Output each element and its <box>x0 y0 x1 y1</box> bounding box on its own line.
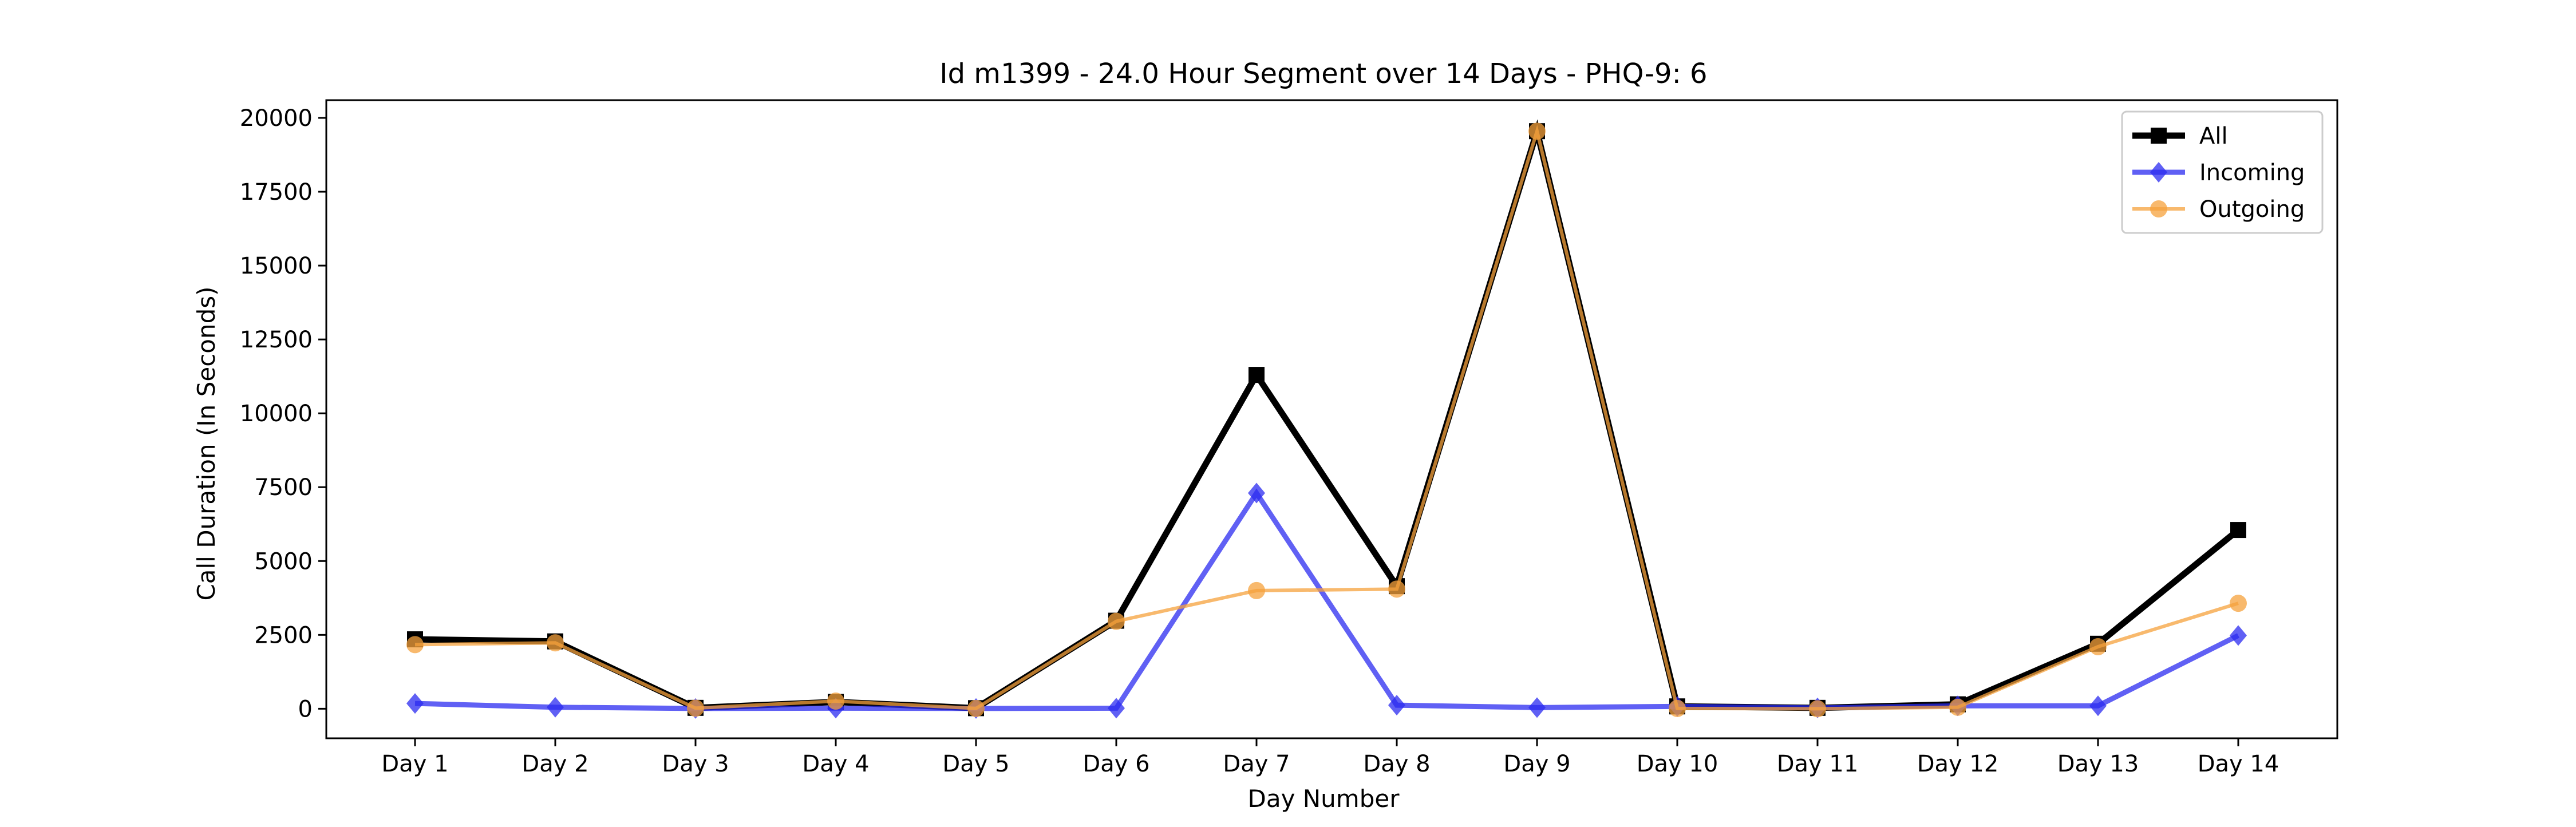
data-point-outgoing <box>1669 699 1686 717</box>
legend-item-incoming: Incoming <box>2132 160 2305 186</box>
legend-item-outgoing: Outgoing <box>2132 196 2305 223</box>
legend-label-incoming: Incoming <box>2199 160 2305 186</box>
data-point-outgoing <box>1388 580 1405 598</box>
series-all <box>407 119 2246 717</box>
y-tick-label: 2500 <box>254 622 313 648</box>
axes: 0 2500 5000 7500 10000 12500 15000 17500 20000 Da… <box>240 99 2338 777</box>
series-line-all <box>414 119 2241 711</box>
data-point-outgoing <box>827 692 844 710</box>
data-point-outgoing <box>967 699 985 717</box>
data-point-outgoing <box>1949 698 1966 716</box>
data-point-outgoing <box>2230 595 2247 612</box>
legend-label-outgoing: Outgoing <box>2199 196 2305 223</box>
x-tick-label: Day 9 <box>1503 751 1570 777</box>
data-point-incoming <box>2230 625 2247 646</box>
data-point-incoming <box>2089 695 2107 717</box>
y-tick-label: 15000 <box>240 253 313 279</box>
x-tick-label: Day 2 <box>521 751 588 777</box>
data-point-incoming <box>406 693 424 714</box>
data-point-outgoing <box>687 699 704 717</box>
data-point-incoming <box>547 697 564 718</box>
data-point-outgoing <box>406 636 424 654</box>
x-tick-label: Day 13 <box>2057 751 2139 777</box>
data-point-incoming <box>1528 697 1546 718</box>
y-tick-label: 12500 <box>240 327 313 353</box>
y-tick-label: 17500 <box>240 179 313 205</box>
legend-label-all: All <box>2199 123 2228 149</box>
x-axis-label: Day Number <box>1247 785 1400 813</box>
legend-marker-incoming <box>2150 162 2167 183</box>
data-point-outgoing <box>1108 612 1125 630</box>
data-point-outgoing <box>1248 581 1265 599</box>
y-tick-label: 5000 <box>254 548 313 575</box>
series-outgoing <box>406 122 2247 718</box>
x-tick-label: Day 11 <box>1777 751 1859 777</box>
y-tick-label: 0 <box>298 696 313 722</box>
legend-item-all: All <box>2132 123 2228 149</box>
data-point-outgoing <box>1809 700 1826 718</box>
chart-title: Id m1399 - 24.0 Hour Segment over 14 Day… <box>939 58 1707 90</box>
data-point-incoming <box>1388 695 1405 716</box>
y-axis-label: Call Duration (In Seconds) <box>192 286 220 600</box>
legend-box <box>2121 110 2324 234</box>
y-tick-label: 7500 <box>254 474 313 501</box>
legend: All Incoming Outgoing <box>2121 110 2324 234</box>
legend-marker-outgoing <box>2150 200 2167 217</box>
x-tick-label: Day 6 <box>1082 751 1149 777</box>
y-tick-label: 10000 <box>240 401 313 427</box>
x-tick-label: Day 7 <box>1223 751 1290 777</box>
data-point-outgoing <box>2089 638 2107 655</box>
data-point-incoming <box>1108 698 1125 719</box>
x-tick-label: Day 8 <box>1363 751 1430 777</box>
x-tick-label: Day 5 <box>942 751 1009 777</box>
data-point-incoming <box>1248 482 1265 504</box>
series-line-outgoing <box>414 124 2239 711</box>
x-tick-label: Day 14 <box>2198 751 2279 777</box>
x-tick-label: Day 3 <box>662 751 729 777</box>
data-point-all <box>2230 522 2246 539</box>
y-tick-label: 20000 <box>240 105 313 132</box>
series-layer <box>406 119 2247 719</box>
x-tick-label: Day 12 <box>1917 751 1999 777</box>
data-point-all <box>1249 367 1265 383</box>
x-tick-label: Day 10 <box>1637 751 1718 777</box>
data-point-outgoing <box>1528 122 1546 140</box>
series-line-incoming <box>414 488 2240 711</box>
plot-frame <box>325 99 2338 739</box>
legend-marker-all <box>2151 128 2167 144</box>
series-incoming <box>406 482 2247 719</box>
x-tick-label: Day 1 <box>381 751 448 777</box>
data-point-outgoing <box>547 634 564 652</box>
x-tick-label: Day 4 <box>802 751 869 777</box>
